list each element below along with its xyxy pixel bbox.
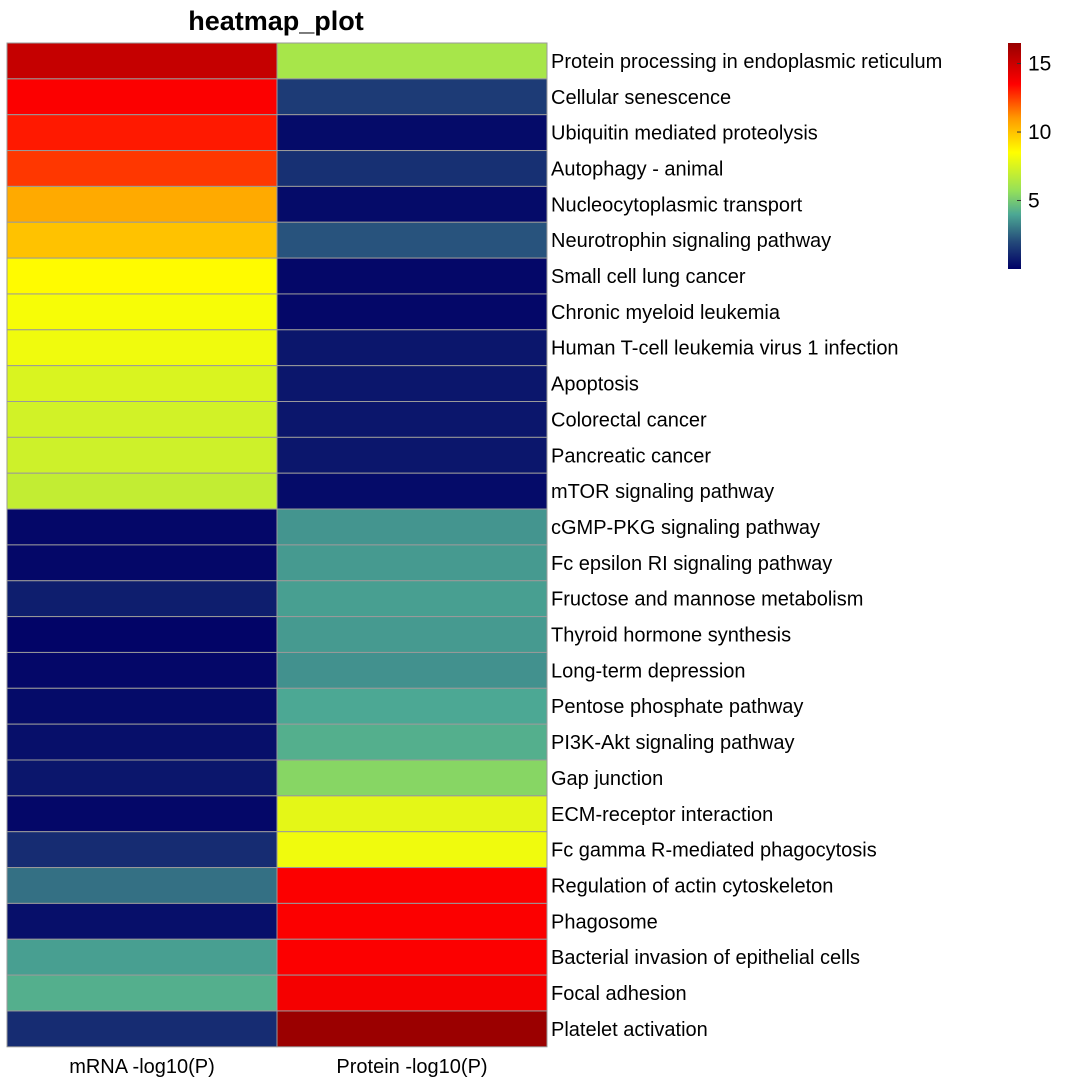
- heatmap-cell: [276, 580, 548, 618]
- row-label: Pancreatic cancer: [551, 445, 711, 467]
- color-legend: 5 10 15: [1008, 43, 1051, 269]
- heatmap-cell: [6, 472, 278, 510]
- heatmap-cell: [276, 78, 548, 116]
- heatmap-cell: [6, 401, 278, 438]
- heatmap-cell: [6, 436, 278, 474]
- row-label: Fructose and mannose metabolism: [551, 589, 863, 611]
- heatmap-cell: [276, 365, 548, 402]
- row-label: Chronic myeloid leukemia: [551, 302, 781, 324]
- heatmap-cell: [276, 293, 548, 331]
- heatmap-cell: [276, 401, 548, 438]
- row-label: Neurotrophin signaling pathway: [551, 230, 831, 252]
- heatmap-cell: [6, 831, 278, 869]
- row-label: Platelet activation: [551, 1019, 708, 1041]
- heatmap-cell: [276, 436, 548, 474]
- heatmap-cell: [276, 1010, 548, 1048]
- heatmap-cell: [6, 257, 278, 295]
- row-label: Colorectal cancer: [551, 409, 707, 431]
- heatmap-cell: [6, 795, 278, 833]
- row-label: Pentose phosphate pathway: [551, 696, 803, 718]
- column-label: mRNA -log10(P): [69, 1056, 215, 1078]
- legend-tick-label: 15: [1028, 53, 1051, 76]
- heatmap-cell: [6, 867, 278, 904]
- row-label: PI3K-Akt signaling pathway: [551, 732, 794, 754]
- row-label: mTOR signaling pathway: [551, 481, 774, 503]
- legend-tick-label: 5: [1028, 190, 1040, 213]
- heatmap-cell: [6, 221, 278, 259]
- heatmap-cell: [6, 544, 278, 582]
- heatmap-cell: [6, 365, 278, 402]
- legend-colorbar: [1008, 43, 1021, 269]
- legend-ticks: 5 10 15: [1017, 53, 1051, 213]
- heatmap-cell: [276, 42, 548, 80]
- heatmap-cell: [6, 293, 278, 331]
- heatmap-cell: [276, 867, 548, 904]
- heatmap-cell: [6, 185, 278, 223]
- row-labels: Protein processing in endoplasmic reticu…: [551, 51, 942, 1041]
- heatmap-cell: [6, 329, 278, 367]
- row-label: Focal adhesion: [551, 983, 687, 1005]
- row-label: Ubiquitin mediated proteolysis: [551, 123, 818, 145]
- heatmap-cell: [6, 42, 278, 80]
- row-label: Apoptosis: [551, 374, 639, 396]
- heatmap-cell: [276, 831, 548, 869]
- heatmap-cell: [276, 795, 548, 833]
- heatmap-cell: [276, 759, 548, 797]
- heatmap-cell: [6, 1010, 278, 1048]
- heatmap-cell: [6, 114, 278, 152]
- row-label: cGMP-PKG signaling pathway: [551, 517, 820, 539]
- heatmap-cell: [6, 938, 278, 976]
- heatmap-cell: [6, 580, 278, 618]
- heatmap-cell: [6, 150, 278, 187]
- heatmap-cell: [276, 651, 548, 689]
- heatmap-cell: [6, 687, 278, 725]
- heatmap-cell: [276, 687, 548, 725]
- heatmap-cell: [6, 508, 278, 546]
- heatmap-cell: [276, 974, 548, 1012]
- heatmap-cell: [276, 114, 548, 152]
- legend-tick-label: 10: [1028, 121, 1051, 144]
- heatmap-cell: [276, 938, 548, 976]
- row-label: Protein processing in endoplasmic reticu…: [551, 51, 942, 73]
- heatmap-cell: [276, 616, 548, 653]
- heatmap-cell: [276, 902, 548, 940]
- heatmap-cell: [276, 221, 548, 259]
- row-label: Phagosome: [551, 911, 658, 933]
- heatmap-cell: [6, 723, 278, 761]
- heatmap-cell: [276, 185, 548, 223]
- row-label: Human T-cell leukemia virus 1 infection: [551, 338, 899, 360]
- heatmap-cell: [276, 329, 548, 367]
- heatmap-cell: [6, 616, 278, 653]
- row-label: Regulation of actin cytoskeleton: [551, 875, 833, 897]
- row-label: Autophagy - animal: [551, 158, 723, 180]
- heatmap-cell: [276, 472, 548, 510]
- column-label: Protein -log10(P): [336, 1056, 487, 1078]
- row-label: Small cell lung cancer: [551, 266, 746, 288]
- row-label: Nucleocytoplasmic transport: [551, 194, 803, 216]
- heatmap-cell: [6, 974, 278, 1012]
- heatmap-cell: [6, 651, 278, 689]
- row-label: Fc gamma R-mediated phagocytosis: [551, 840, 877, 862]
- heatmap-cell: [6, 78, 278, 116]
- row-label: ECM-receptor interaction: [551, 804, 773, 826]
- heatmap-cell: [276, 544, 548, 582]
- row-label: Fc epsilon RI signaling pathway: [551, 553, 832, 575]
- row-label: Thyroid hormone synthesis: [551, 625, 791, 647]
- heatmap-cell: [6, 759, 278, 797]
- chart-title: heatmap_plot: [188, 6, 364, 36]
- heatmap-cell: [276, 257, 548, 295]
- row-label: Bacterial invasion of epithelial cells: [551, 947, 860, 969]
- heatmap-cell: [276, 150, 548, 187]
- row-label: Cellular senescence: [551, 87, 731, 109]
- heatmap-cell: [6, 902, 278, 940]
- heatmap-cells: [6, 42, 548, 1048]
- column-labels: mRNA -log10(P) Protein -log10(P): [69, 1056, 487, 1078]
- row-label: Gap junction: [551, 768, 663, 790]
- row-label: Long-term depression: [551, 660, 746, 682]
- heatmap-cell: [276, 508, 548, 546]
- heatmap-cell: [276, 723, 548, 761]
